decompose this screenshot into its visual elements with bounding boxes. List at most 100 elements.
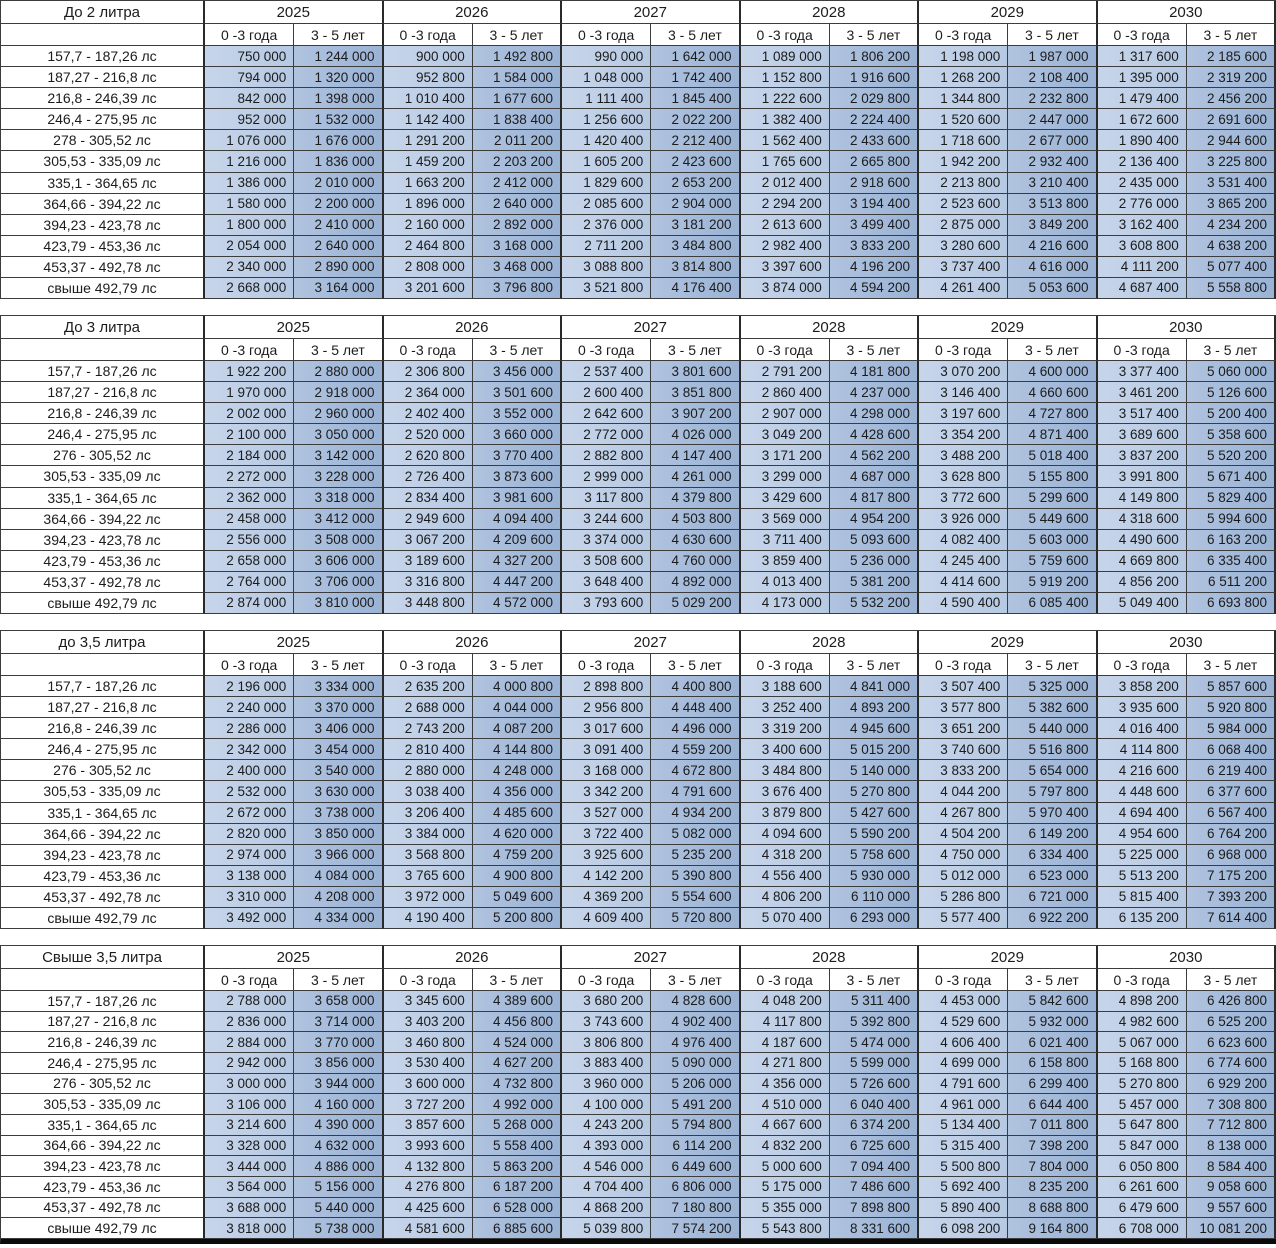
price-cell: 3 851 800 bbox=[651, 382, 741, 404]
price-cell: 3 412 000 bbox=[294, 508, 384, 530]
power-range-label: свыше 492,79 лс bbox=[1, 907, 205, 929]
price-cell: 3 448 800 bbox=[383, 592, 473, 614]
price-cell: 2 834 400 bbox=[383, 487, 473, 509]
price-cell: 3 507 400 bbox=[919, 676, 1009, 698]
price-cell: 2 960 000 bbox=[294, 403, 384, 425]
price-cell: 5 577 400 bbox=[919, 907, 1009, 929]
price-cell: 6 068 400 bbox=[1186, 739, 1276, 761]
price-cell: 3 456 000 bbox=[472, 361, 562, 383]
price-cell: 2 743 200 bbox=[383, 718, 473, 740]
power-range-label: 187,27 - 216,8 лс bbox=[1, 67, 205, 89]
age-subheader: 3 - 5 лет bbox=[651, 969, 741, 991]
price-cell: 3 850 000 bbox=[294, 823, 384, 845]
price-cell: 3 810 000 bbox=[294, 592, 384, 614]
price-cell: 7 175 200 bbox=[1186, 865, 1276, 887]
power-range-label: 453,37 - 492,78 лс bbox=[1, 256, 205, 278]
price-cell: 2 306 800 bbox=[383, 361, 473, 383]
age-subheader: 3 - 5 лет bbox=[651, 339, 741, 361]
price-cell: 5 156 000 bbox=[294, 1176, 384, 1198]
power-range-label: 187,27 - 216,8 лс bbox=[1, 382, 205, 404]
price-cell: 4 667 600 bbox=[740, 1114, 830, 1136]
power-range-label: 216,8 - 246,39 лс bbox=[1, 1032, 205, 1053]
price-cell: 1 222 600 bbox=[740, 88, 830, 110]
price-cell: 6 149 200 bbox=[1008, 823, 1098, 845]
price-cell: 1 916 600 bbox=[829, 67, 919, 89]
price-cell: 2 956 800 bbox=[562, 697, 652, 719]
price-cell: 3 711 400 bbox=[740, 529, 830, 551]
price-cell: 5 015 200 bbox=[829, 739, 919, 761]
year-header: 2030 bbox=[1097, 316, 1276, 339]
price-cell: 3 859 400 bbox=[740, 550, 830, 572]
price-cell: 5 558 400 bbox=[472, 1135, 562, 1157]
section-title: До 3 литра bbox=[1, 316, 205, 339]
price-cell: 5 155 800 bbox=[1008, 466, 1098, 488]
price-cell: 3 772 600 bbox=[919, 487, 1009, 509]
price-cell: 4 356 000 bbox=[740, 1073, 830, 1095]
price-cell: 2 342 000 bbox=[205, 739, 295, 761]
price-cell: 5 815 400 bbox=[1097, 886, 1187, 908]
price-cell: 2 136 400 bbox=[1097, 151, 1187, 173]
price-cell: 1 395 000 bbox=[1097, 67, 1187, 89]
year-header: 2026 bbox=[383, 946, 562, 969]
price-cell: 4 428 600 bbox=[829, 424, 919, 446]
price-cell: 842 000 bbox=[205, 88, 295, 110]
price-cell: 1 479 400 bbox=[1097, 88, 1187, 110]
price-cell: 4 760 000 bbox=[651, 550, 741, 572]
price-cell: 4 590 400 bbox=[919, 592, 1009, 614]
price-cell: 4 817 800 bbox=[829, 487, 919, 509]
price-cell: 3 181 200 bbox=[651, 214, 741, 236]
price-cell: 3 676 400 bbox=[740, 781, 830, 803]
price-cell: 4 261 400 bbox=[919, 277, 1009, 299]
age-subheader: 3 - 5 лет bbox=[294, 339, 384, 361]
price-cell: 4 425 600 bbox=[383, 1197, 473, 1219]
price-cell: 3 049 200 bbox=[740, 424, 830, 446]
price-cell: 952 000 bbox=[205, 109, 295, 131]
price-cell: 8 235 200 bbox=[1008, 1176, 1098, 1198]
price-cell: 3 606 000 bbox=[294, 550, 384, 572]
price-cell: 3 189 600 bbox=[383, 550, 473, 572]
price-cell: 1 244 000 bbox=[294, 46, 384, 68]
price-cell: 5 067 000 bbox=[1097, 1032, 1187, 1053]
price-cell: 4 886 000 bbox=[294, 1156, 384, 1177]
price-cell: 2 772 000 bbox=[562, 424, 652, 446]
price-cell: 2 286 000 bbox=[205, 718, 295, 740]
year-header: 2029 bbox=[919, 316, 1098, 339]
price-cell: 4 234 200 bbox=[1186, 214, 1276, 236]
price-cell: 3 244 600 bbox=[562, 508, 652, 530]
price-cell: 4 208 000 bbox=[294, 886, 384, 908]
price-cell: 1 890 400 bbox=[1097, 130, 1187, 152]
price-cell: 4 196 200 bbox=[829, 256, 919, 278]
price-cell: 3 944 000 bbox=[294, 1073, 384, 1095]
price-cell: 6 299 400 bbox=[1008, 1073, 1098, 1095]
power-range-label: 187,27 - 216,8 лс bbox=[1, 697, 205, 719]
price-cell: 4 261 000 bbox=[651, 466, 741, 488]
price-cell: 9 557 600 bbox=[1186, 1197, 1276, 1219]
price-cell: 4 871 400 bbox=[1008, 424, 1098, 446]
price-cell: 4 334 000 bbox=[294, 907, 384, 929]
price-cell: 4 276 800 bbox=[383, 1176, 473, 1198]
price-cell: 3 194 400 bbox=[829, 193, 919, 215]
price-cell: 5 558 800 bbox=[1186, 277, 1276, 299]
price-cell: 5 168 800 bbox=[1097, 1052, 1187, 1074]
price-cell: 5 994 600 bbox=[1186, 508, 1276, 530]
price-cell: 3 400 600 bbox=[740, 739, 830, 761]
price-cell: 6 968 000 bbox=[1186, 844, 1276, 866]
price-cell: 2 294 200 bbox=[740, 193, 830, 215]
price-cell: 6 479 600 bbox=[1097, 1197, 1187, 1219]
price-cell: 3 926 000 bbox=[919, 508, 1009, 530]
price-cell: 4 892 000 bbox=[651, 571, 741, 593]
price-cell: 6 806 000 bbox=[651, 1176, 741, 1198]
price-cell: 3 468 000 bbox=[472, 256, 562, 278]
price-cell: 3 658 000 bbox=[294, 991, 384, 1012]
price-cell: 5 603 000 bbox=[1008, 529, 1098, 551]
power-range-label: 278 - 305,52 лс bbox=[1, 130, 205, 152]
year-header: 2028 bbox=[740, 316, 919, 339]
price-cell: 4 868 200 bbox=[562, 1197, 652, 1219]
age-subheader: 3 - 5 лет bbox=[1186, 969, 1276, 991]
price-cell: 3 883 400 bbox=[562, 1052, 652, 1074]
power-range-label: свыше 492,79 лс bbox=[1, 592, 205, 614]
age-subheader: 0 -3 года bbox=[562, 654, 652, 676]
price-cell: 2 340 000 bbox=[205, 256, 295, 278]
price-cell: 1 562 400 bbox=[740, 130, 830, 152]
price-cell: 5 236 000 bbox=[829, 550, 919, 572]
